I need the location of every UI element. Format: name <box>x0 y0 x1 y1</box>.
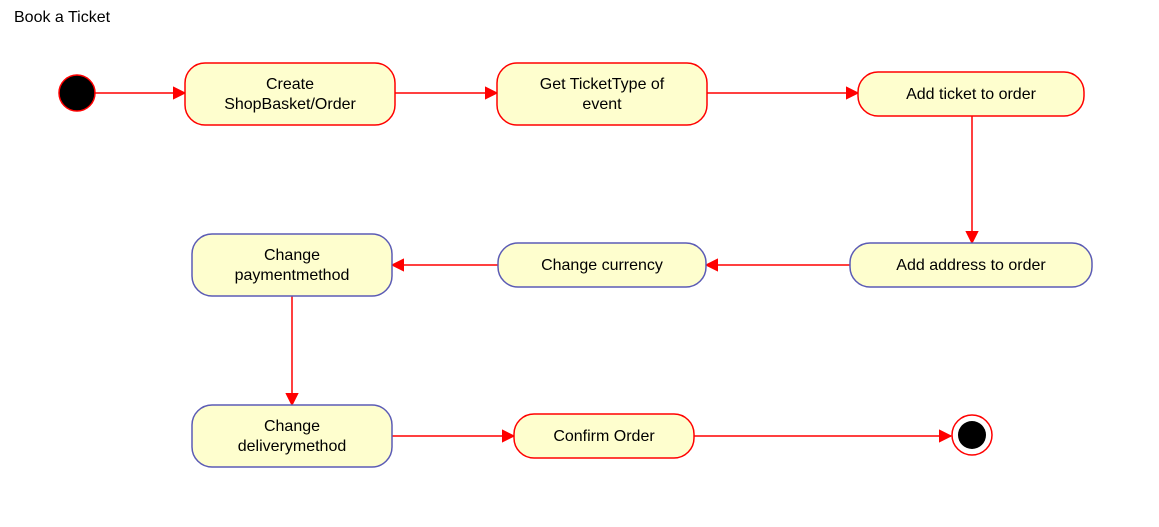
activity-n4-label-0: Add address to order <box>896 257 1046 274</box>
activity-n6-label-1: paymentmethod <box>235 267 350 284</box>
activity-n8: Confirm Order <box>514 414 694 458</box>
activity-n8-label-0: Confirm Order <box>553 428 655 445</box>
activity-n2-label-0: Get TicketType of <box>540 76 665 93</box>
diagram-title: Book a Ticket <box>14 9 111 26</box>
activity-n6: Change paymentmethod <box>192 234 392 296</box>
activity-n5-label-0: Change currency <box>541 257 663 274</box>
activity-n7-label-0: Change <box>264 418 320 435</box>
activity-n7: Change deliverymethod <box>192 405 392 467</box>
activity-n2-label-1: event <box>582 96 622 113</box>
activity-n1: Create ShopBasket/Order <box>185 63 395 125</box>
activity-n4: Add address to order <box>850 243 1092 287</box>
activity-n7-label-1: deliverymethod <box>238 438 347 455</box>
activity-n6-label-0: Change <box>264 247 320 264</box>
activity-diagram: Book a Ticket Create ShopBasket/Order Get T… <box>0 0 1159 527</box>
end-node-inner <box>958 421 986 449</box>
activity-n3: Add ticket to order <box>858 72 1084 116</box>
activity-n1-label-1: ShopBasket/Order <box>224 96 356 113</box>
start-node <box>59 75 95 111</box>
activity-n3-label-0: Add ticket to order <box>906 86 1037 103</box>
activity-n2: Get TicketType of event <box>497 63 707 125</box>
activity-n1-label-0: Create <box>266 76 314 93</box>
activity-n5: Change currency <box>498 243 706 287</box>
